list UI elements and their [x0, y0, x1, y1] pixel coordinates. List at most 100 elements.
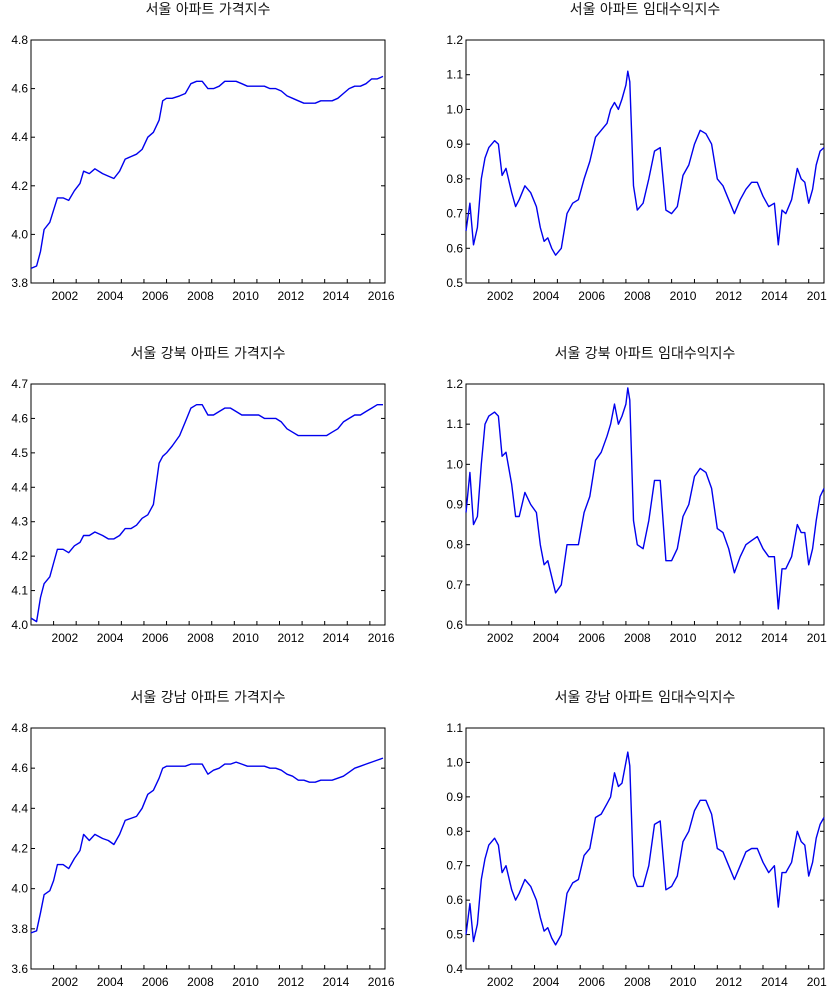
y-tick-label: 4.7 [11, 377, 28, 391]
y-tick-label: 0.7 [446, 578, 463, 592]
x-tick-label: 2016 [807, 975, 827, 989]
y-tick-label: 1.0 [446, 457, 463, 471]
x-tick-label: 2006 [578, 631, 605, 645]
y-tick-label: 0.6 [446, 893, 463, 907]
y-tick-label: 1.2 [446, 377, 463, 391]
chart-title: 서울 강남 아파트 임대수익지수 [555, 690, 736, 706]
y-tick-label: 1.1 [446, 417, 463, 431]
plot-frame [465, 39, 825, 284]
y-tick-label: 1.0 [446, 102, 463, 116]
y-tick-label: 4.8 [11, 721, 28, 735]
y-tick-label: 4.0 [11, 618, 28, 632]
y-tick-label: 0.5 [446, 276, 463, 290]
x-tick-label: 2004 [533, 289, 560, 303]
x-tick-label: 2014 [323, 289, 350, 303]
x-tick-label: 2014 [761, 289, 788, 303]
x-tick-label: 2006 [578, 289, 605, 303]
x-tick-label: 2016 [368, 631, 395, 645]
x-tick-label: 2002 [487, 289, 514, 303]
y-tick-label: 4.3 [11, 515, 28, 529]
chart-panel: 서울 강북 아파트 임대수익지수 0.6 0.7 0.8 0.9 1.0 1.1 1.2 200… [446, 346, 827, 645]
y-tick-label: 0.6 [446, 618, 463, 632]
series-line [30, 404, 383, 623]
x-tick-label: 2004 [533, 975, 560, 989]
plot-frame [30, 383, 386, 626]
y-tick-label: 0.8 [446, 172, 463, 186]
chart-title: 서울 아파트 임대수익지수 [570, 2, 721, 18]
x-tick-label: 2010 [670, 289, 697, 303]
x-tick-label: 2002 [52, 289, 79, 303]
y-tick-label: 4.2 [11, 179, 28, 193]
y-tick-label: 1.2 [446, 33, 463, 47]
x-tick-label: 2010 [232, 975, 259, 989]
x-tick-label: 2006 [142, 631, 169, 645]
x-tick-label: 2002 [487, 975, 514, 989]
chart-panel: 서울 강남 아파트 가격지수 3.6 3.8 4.0 4.2 4.4 4.6 4.8 2002 2… [11, 690, 395, 989]
x-tick-label: 2010 [670, 975, 697, 989]
plot-frame [30, 39, 386, 284]
x-tick-label: 2006 [142, 975, 169, 989]
x-tick-label: 2008 [624, 631, 651, 645]
x-tick-label: 2002 [52, 631, 79, 645]
y-tick-label: 0.9 [446, 137, 463, 151]
y-tick-label: 0.8 [446, 538, 463, 552]
x-tick-label: 2012 [715, 289, 742, 303]
x-tick-label: 2010 [670, 631, 697, 645]
x-tick-label: 2004 [97, 975, 124, 989]
y-tick-label: 0.9 [446, 790, 463, 804]
x-tick-label: 2014 [323, 631, 350, 645]
y-tick-label: 1.1 [446, 721, 463, 735]
x-tick-label: 2012 [715, 631, 742, 645]
y-tick-label: 0.5 [446, 928, 463, 942]
x-tick-label: 2012 [277, 631, 304, 645]
x-tick-label: 2008 [187, 631, 214, 645]
x-tick-label: 2012 [277, 975, 304, 989]
y-tick-label: 0.9 [446, 498, 463, 512]
y-tick-label: 4.4 [11, 480, 28, 494]
x-tick-label: 2016 [368, 975, 395, 989]
x-tick-label: 2006 [142, 289, 169, 303]
chart-panel: 서울 강남 아파트 임대수익지수 0.4 0.5 0.6 0.7 0.8 0.9 1.0 1.1… [446, 690, 827, 989]
y-tick-label: 4.0 [11, 882, 28, 896]
x-tick-label: 2012 [277, 289, 304, 303]
x-tick-label: 2014 [761, 631, 788, 645]
y-tick-label: 1.1 [446, 68, 463, 82]
x-tick-label: 2012 [715, 975, 742, 989]
y-tick-label: 3.8 [11, 922, 28, 936]
x-tick-label: 2002 [52, 975, 79, 989]
y-tick-label: 3.8 [11, 276, 28, 290]
plot-frame [30, 727, 386, 970]
x-tick-label: 2010 [232, 631, 259, 645]
x-tick-label: 2008 [624, 975, 651, 989]
y-tick-label: 1.0 [446, 755, 463, 769]
plot-frame [465, 383, 825, 626]
y-tick-label: 4.4 [11, 130, 28, 144]
chart-title: 서울 아파트 가격지수 [146, 2, 271, 18]
y-tick-label: 0.4 [446, 962, 463, 976]
y-tick-label: 0.6 [446, 241, 463, 255]
y-tick-label: 4.2 [11, 549, 28, 563]
y-tick-label: 4.6 [11, 761, 28, 775]
x-tick-label: 2016 [807, 289, 827, 303]
x-tick-label: 2008 [187, 975, 214, 989]
x-tick-label: 2016 [807, 631, 827, 645]
plot-frame [465, 727, 825, 970]
series-line [465, 751, 825, 946]
x-tick-label: 2008 [187, 289, 214, 303]
series-line [30, 757, 384, 934]
x-tick-label: 2014 [761, 975, 788, 989]
y-tick-label: 4.1 [11, 584, 28, 598]
y-tick-label: 0.7 [446, 207, 463, 221]
chart-title: 서울 강남 아파트 가격지수 [130, 690, 285, 706]
y-tick-label: 4.5 [11, 446, 28, 460]
x-tick-label: 2002 [487, 631, 514, 645]
y-tick-label: 4.4 [11, 801, 28, 815]
y-tick-label: 4.6 [11, 82, 28, 96]
x-tick-label: 2006 [578, 975, 605, 989]
chart-panel: 서울 아파트 가격지수 3.8 4.0 4.2 4.4 4.6 4.8 2002 2004 200… [11, 2, 395, 303]
series-line [465, 387, 825, 610]
series-line [30, 75, 384, 270]
y-tick-label: 0.8 [446, 824, 463, 838]
x-tick-label: 2014 [323, 975, 350, 989]
